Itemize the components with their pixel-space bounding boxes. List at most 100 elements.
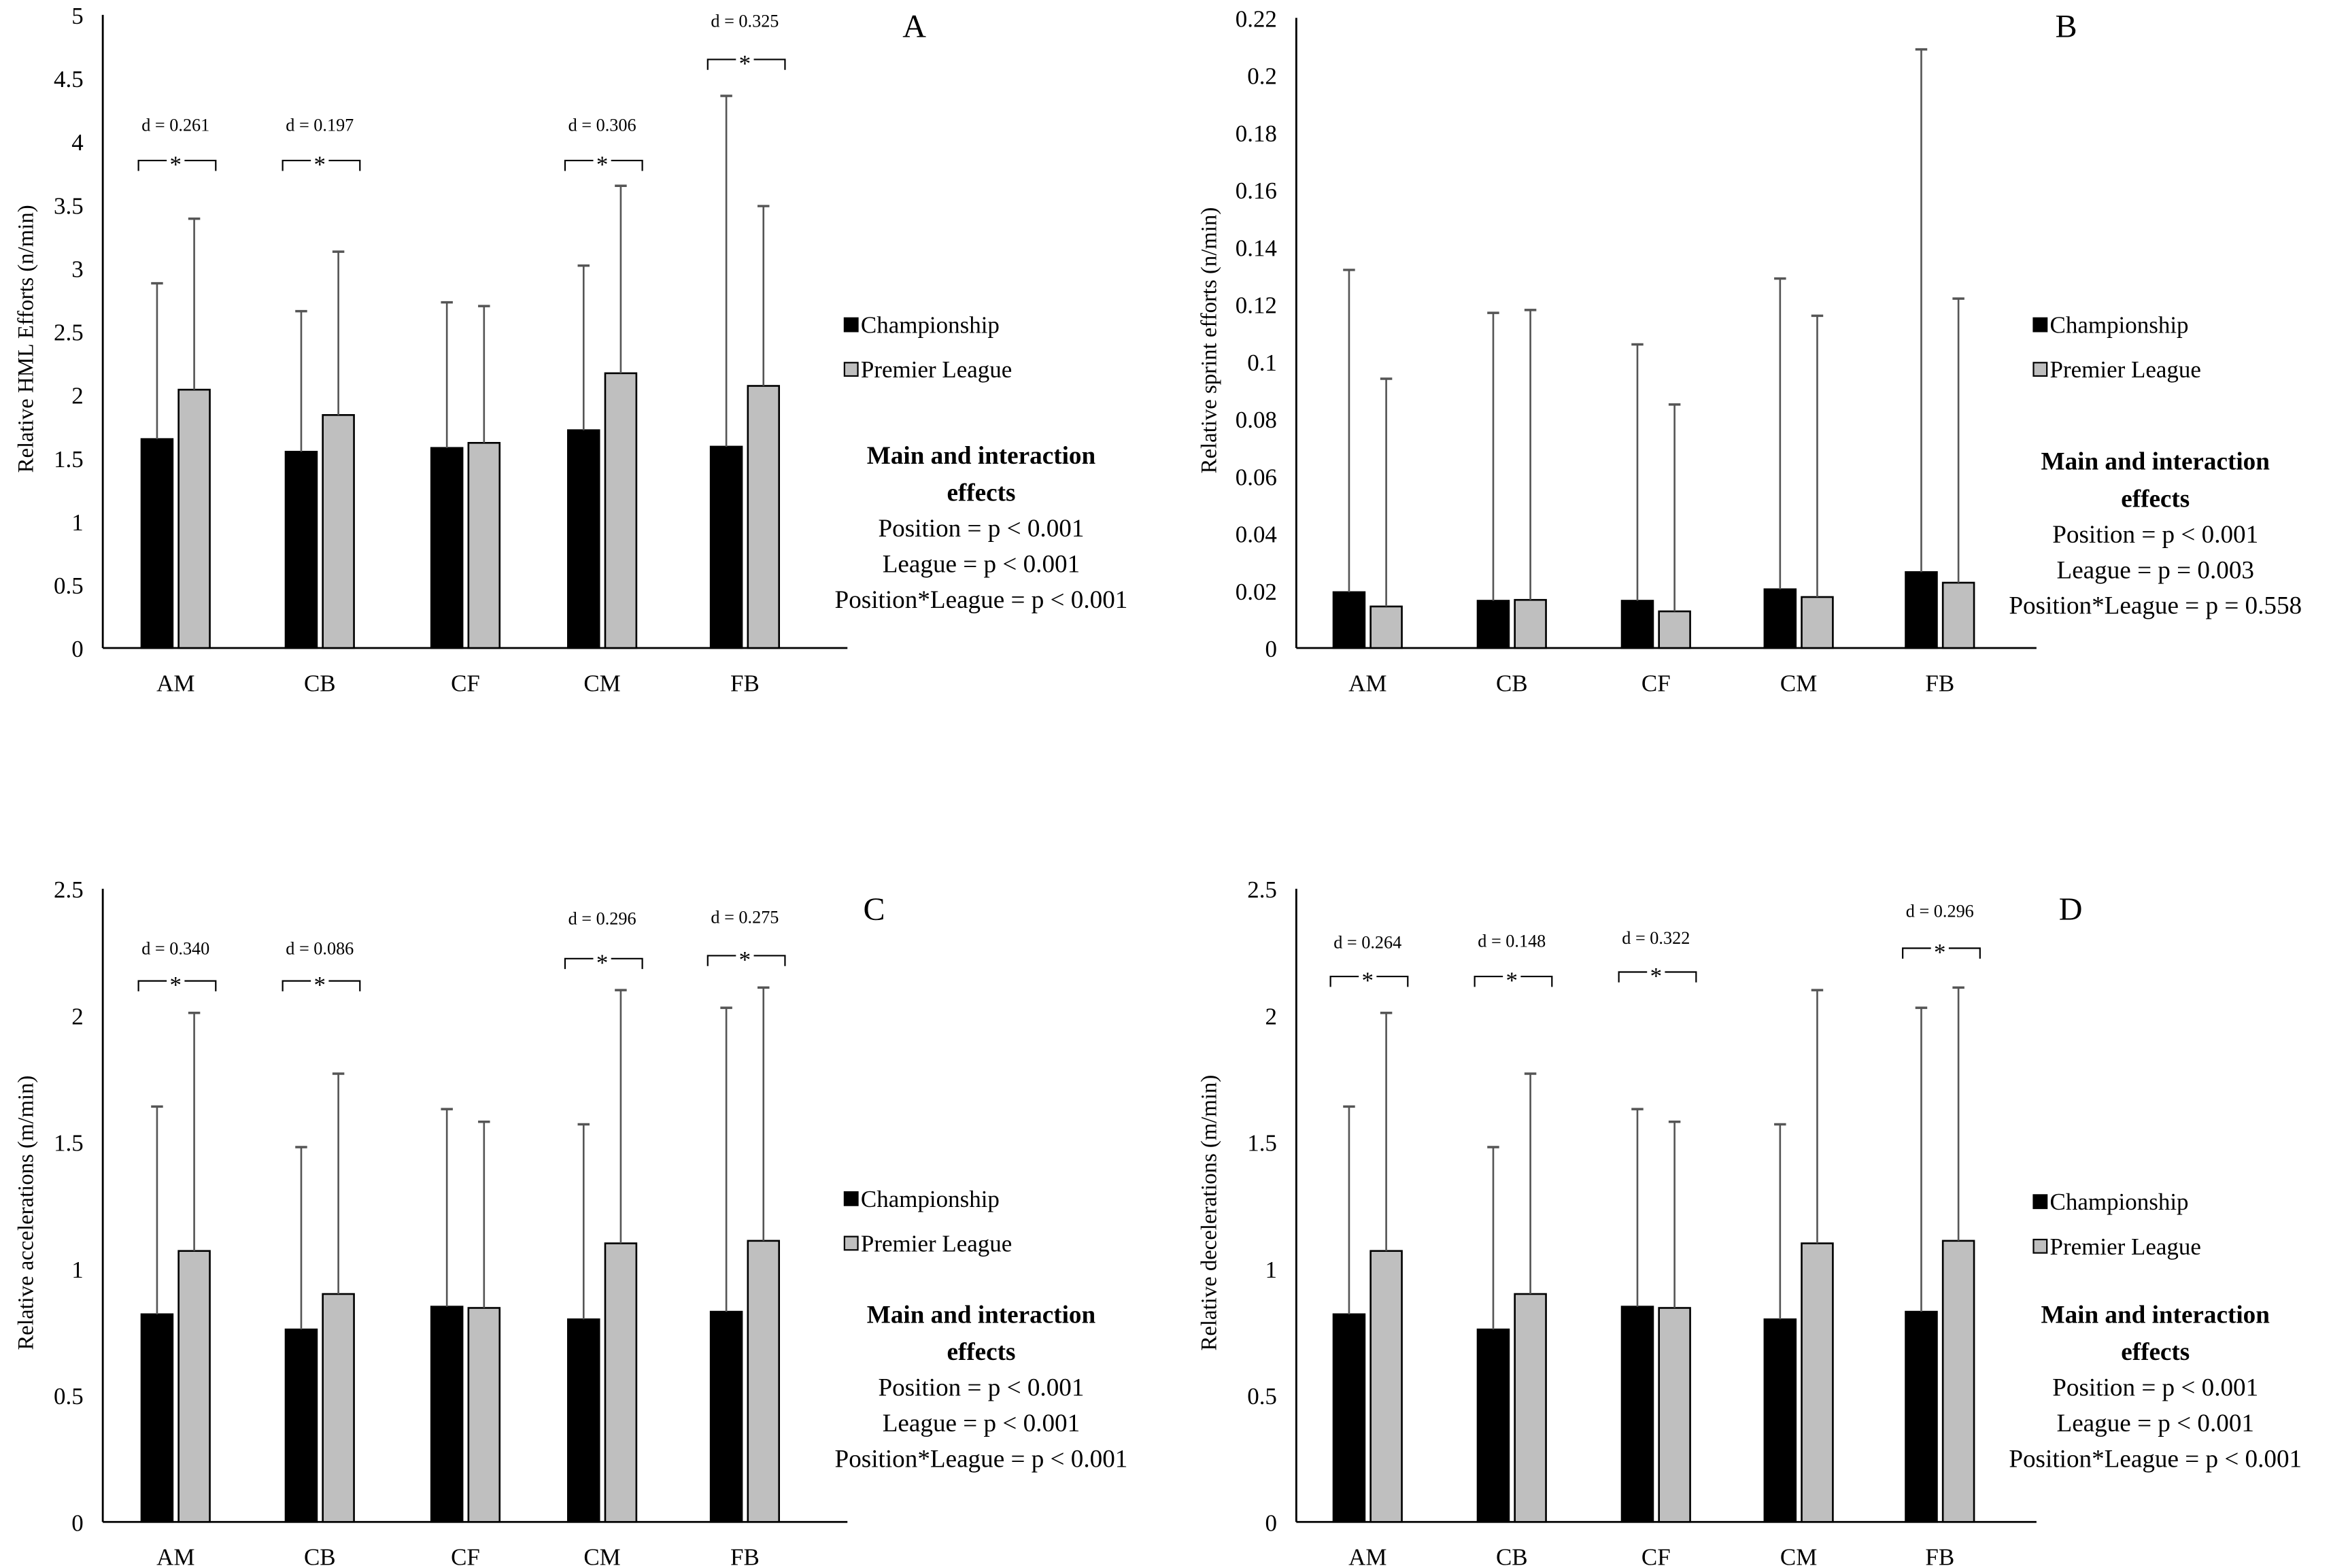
bar-premier-league-cb	[1514, 1293, 1547, 1523]
legend-label: Premier League	[861, 1230, 1012, 1257]
effect-size-label: d = 0.296	[1906, 902, 1974, 921]
legend-swatch	[2032, 1238, 2048, 1254]
bar-premier-league-cf	[467, 1307, 501, 1523]
legend-swatch	[843, 362, 859, 377]
y-tick-label: 0.5	[54, 1383, 84, 1410]
x-tick-label: CM	[1780, 670, 1817, 696]
significance-bracket	[137, 980, 217, 991]
significance-bracket	[564, 957, 643, 970]
panel-d: 0 0.5 1 1.5 2 2.5 Relative decelerations (m/mi…	[1197, 876, 2302, 1568]
x-tick-label: CB	[1496, 1544, 1528, 1568]
y-tick-label: 2	[71, 383, 83, 409]
effect-size-label: d = 0.197	[286, 115, 354, 135]
significance-marker: *	[170, 972, 182, 998]
legend-swatch	[843, 1235, 859, 1251]
effect-size-label: d = 0.340	[141, 938, 209, 958]
effects-line: Position*League = p < 0.001	[2009, 1445, 2302, 1473]
effects-line: League = p < 0.001	[883, 1410, 1080, 1437]
legend-label: Championship	[2050, 1189, 2189, 1215]
effects-line: Position*League = p < 0.001	[835, 1445, 1128, 1473]
y-tick-label: 3	[71, 256, 83, 282]
y-tick-label: 0.14	[1236, 235, 1277, 261]
bar-premier-league-cb	[322, 1293, 355, 1523]
effect-size-label: d = 0.148	[1478, 931, 1546, 951]
significance-marker: *	[739, 947, 751, 973]
significance-marker: *	[1934, 939, 1945, 966]
significance-bracket	[282, 159, 361, 171]
effect-size-label: d = 0.275	[711, 907, 779, 927]
bar-premier-league-fb	[1941, 1240, 1975, 1523]
significance-bracket	[1329, 975, 1409, 987]
x-tick-label: CM	[1780, 1544, 1817, 1568]
y-tick-label: 0.04	[1236, 522, 1277, 548]
significance-marker: *	[170, 152, 182, 178]
y-tick-label: 0	[71, 636, 83, 662]
y-tick-label: 1	[71, 509, 83, 536]
panel-label: C	[864, 891, 885, 927]
bar-championship-cf	[1620, 1306, 1654, 1523]
significance-marker: *	[596, 949, 608, 976]
y-tick-label: 0.2	[1247, 63, 1277, 90]
x-tick-label: CF	[1641, 1544, 1671, 1568]
effects-line: League = p = 0.003	[2057, 556, 2254, 584]
x-tick-label: FB	[730, 1544, 760, 1568]
legend-swatch	[843, 317, 859, 333]
y-tick-label: 0.1	[1247, 350, 1277, 376]
effects-line: Position = p < 0.001	[878, 1374, 1084, 1401]
panel-label: B	[2056, 9, 2077, 45]
panel-b: 0 0.02 0.04 0.06 0.08 0.1 0.12 0.14 0.16 0.18 0.2 0…	[1197, 5, 2302, 696]
bar-premier-league-am	[1369, 1250, 1403, 1523]
legend-swatch	[2032, 317, 2048, 333]
effects-line: Position = p < 0.001	[2052, 1374, 2258, 1401]
y-tick-label: 0.5	[1247, 1383, 1277, 1410]
x-tick-label: FB	[1925, 670, 1954, 696]
bar-premier-league-cm	[1801, 1242, 1834, 1523]
x-tick-label: AM	[156, 670, 194, 696]
panel-c: 0 0.5 1 1.5 2 2.5 Relative accelerations (m/mi…	[14, 876, 1127, 1568]
x-tick-label: CB	[1496, 670, 1528, 696]
effect-size-label: d = 0.261	[141, 115, 209, 135]
significance-bracket	[564, 159, 643, 171]
bar-championship-cm	[1763, 588, 1797, 649]
bar-championship-fb	[709, 1310, 743, 1523]
bar-championship-cf	[1620, 600, 1654, 649]
significance-marker: *	[314, 152, 326, 178]
effects-title: Main and interaction	[867, 1301, 1096, 1329]
y-tick-label: 2.5	[1247, 876, 1277, 903]
bar-championship-cb	[1476, 600, 1510, 649]
bar-championship-am	[140, 438, 174, 649]
y-tick-label: 2	[71, 1003, 83, 1029]
legend-label: Championship	[2050, 312, 2189, 339]
bar-premier-league-cf	[467, 441, 501, 649]
y-tick-label: 3.5	[54, 192, 84, 219]
bar-premier-league-am	[1369, 605, 1403, 649]
y-tick-label: 0.02	[1236, 579, 1277, 605]
bar-championship-fb	[709, 445, 743, 649]
effects-line: Position*League = p = 0.558	[2009, 592, 2302, 620]
bar-premier-league-am	[177, 388, 211, 649]
legend-label: Premier League	[2050, 1233, 2201, 1260]
effect-size-label: d = 0.306	[568, 115, 636, 135]
effect-size-label: d = 0.322	[1622, 928, 1690, 948]
effects-line: League = p < 0.001	[883, 551, 1080, 579]
bar-premier-league-cm	[1801, 596, 1834, 649]
x-tick-label: CF	[451, 1544, 480, 1568]
significance-marker: *	[596, 152, 608, 178]
significance-marker: *	[739, 50, 751, 77]
y-tick-label: 1.5	[54, 1130, 84, 1157]
bar-premier-league-fb	[747, 1240, 781, 1523]
significance-marker: *	[1362, 968, 1374, 994]
x-tick-label: AM	[1348, 670, 1386, 696]
legend-swatch	[2032, 1194, 2048, 1210]
y-tick-label: 1	[71, 1257, 83, 1283]
bar-premier-league-cm	[604, 372, 638, 649]
bar-premier-league-cb	[322, 414, 355, 649]
bar-premier-league-cb	[1514, 598, 1547, 649]
bar-championship-fb	[1905, 1310, 1938, 1523]
y-axis-title: Relative decelerations (m/min)	[1197, 1075, 1221, 1351]
x-tick-label: FB	[730, 670, 760, 696]
y-tick-label: 4	[71, 129, 83, 156]
x-tick-label: CB	[304, 1544, 336, 1568]
y-axis-title: Relative accelerations (m/min)	[14, 1076, 38, 1350]
